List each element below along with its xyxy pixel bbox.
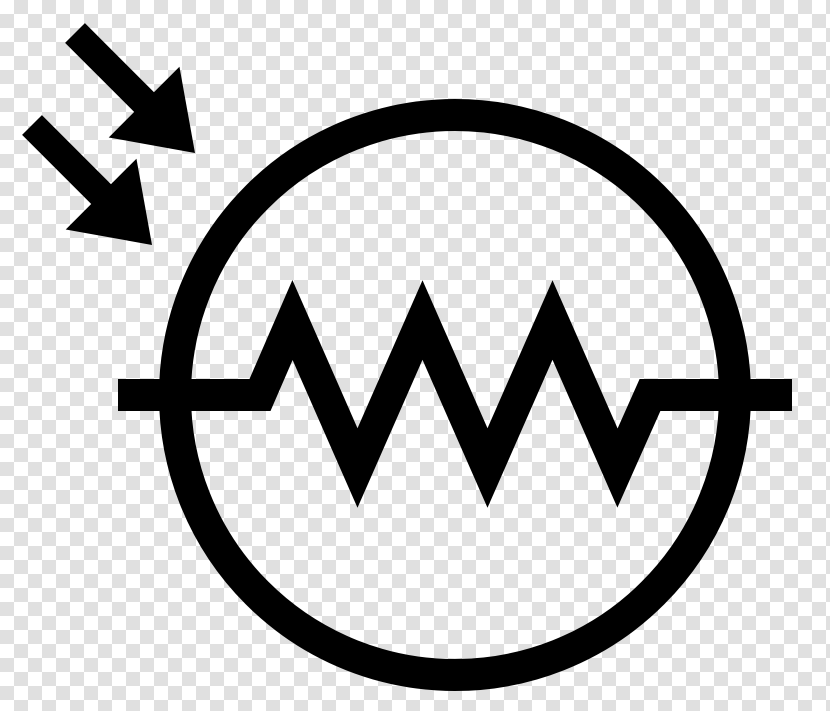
light-arrow-shaft-2	[22, 115, 112, 205]
photoresistor-symbol	[0, 0, 830, 711]
resistor-zigzag	[118, 320, 792, 468]
light-arrow-shaft-1	[65, 23, 155, 113]
photoresistor-svg	[0, 0, 830, 711]
